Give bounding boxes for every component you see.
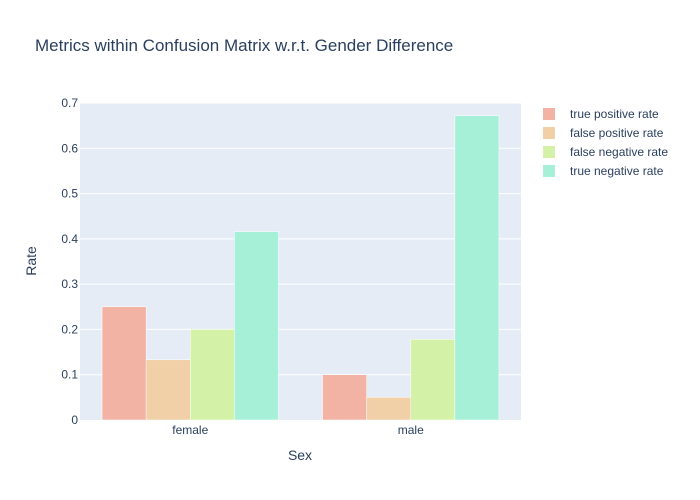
legend-label: false positive rate <box>570 126 664 140</box>
bar-false-positive-rate-male[interactable] <box>366 397 411 421</box>
bar-true-positive-rate-male[interactable] <box>322 374 367 421</box>
y-tick-label: 0.2 <box>61 322 78 336</box>
legend[interactable]: true positive rate false positive rate fal… <box>543 107 668 178</box>
bar-false-negative-rate-female[interactable] <box>190 329 235 421</box>
legend-item[interactable]: true negative rate <box>543 164 664 178</box>
bar-true-negative-rate-male[interactable] <box>454 115 500 421</box>
chart-title: Metrics within Confusion Matrix w.r.t. G… <box>35 36 453 55</box>
legend-item[interactable]: false positive rate <box>543 126 664 140</box>
legend-label: false negative rate <box>570 145 668 159</box>
x-tick-label: female <box>172 423 208 437</box>
legend-label: true positive rate <box>570 107 659 121</box>
legend-swatch <box>543 127 555 139</box>
legend-swatch <box>543 146 555 158</box>
bar-false-positive-rate-female[interactable] <box>145 359 191 421</box>
y-axis-ticks: 0 0.1 0.2 0.3 0.4 0.5 0.6 0.7 <box>61 96 78 427</box>
bar-true-positive-rate-female[interactable] <box>101 306 147 421</box>
legend-item[interactable]: false negative rate <box>543 145 668 159</box>
bar-true-negative-rate-female[interactable] <box>234 231 279 421</box>
x-axis-ticks: female male <box>172 423 424 437</box>
bars <box>101 115 500 421</box>
y-tick-label: 0 <box>71 413 78 427</box>
legend-label: true negative rate <box>570 164 664 178</box>
legend-swatch <box>543 165 555 177</box>
y-tick-label: 0.7 <box>61 96 78 110</box>
y-tick-label: 0.3 <box>61 277 78 291</box>
y-tick-label: 0.5 <box>61 187 78 201</box>
bar-false-negative-rate-male[interactable] <box>410 339 456 421</box>
y-tick-label: 0.4 <box>61 232 78 246</box>
x-tick-label: male <box>398 423 424 437</box>
y-axis-title: Rate <box>23 246 39 276</box>
y-tick-label: 0.1 <box>61 368 78 382</box>
x-axis-title: Sex <box>288 447 312 463</box>
legend-swatch <box>543 108 555 120</box>
legend-item[interactable]: true positive rate <box>543 107 659 121</box>
y-tick-label: 0.6 <box>61 141 78 155</box>
